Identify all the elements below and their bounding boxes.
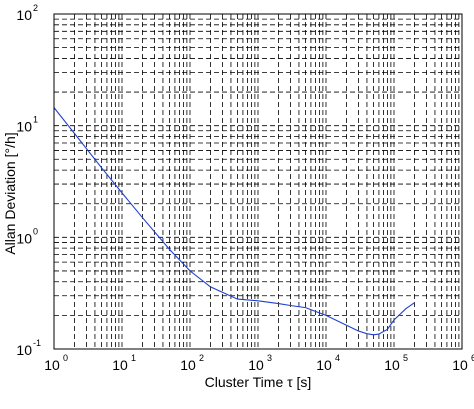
x-tick-label: 10 5 (384, 353, 408, 373)
x-tick-label: 10 4 (316, 353, 340, 373)
x-tick-exponent: 1 (131, 353, 136, 363)
x-tick-exponent: 6 (471, 353, 474, 363)
y-tick-exponent: 0 (33, 226, 38, 236)
x-tick-label: 10 0 (44, 353, 68, 373)
x-tick-exponent: 5 (403, 353, 408, 363)
y-tick-exponent: 1 (33, 115, 38, 125)
x-tick-label: 10 1 (112, 353, 136, 373)
x-tick-exponent: 3 (267, 353, 272, 363)
series-layer (53, 107, 415, 336)
grid (54, 14, 462, 349)
series-line (53, 107, 415, 336)
y-tick-base: 10 (16, 119, 32, 135)
x-tick-exponent: 0 (63, 353, 68, 363)
x-tick-base: 10 (180, 357, 196, 373)
x-axis-label: Cluster Time τ [s] (205, 374, 312, 390)
y-tick-base: 10 (16, 7, 32, 23)
x-tick-base: 10 (452, 357, 468, 373)
x-tick-base: 10 (112, 357, 128, 373)
ticks: 10 0 10 1 10 2 10 3 10 4 10 5 10 610 -110 010 110 2 (16, 3, 474, 373)
y-tick-exponent: 2 (33, 3, 38, 13)
x-tick-base: 10 (44, 357, 60, 373)
x-tick-label: 10 3 (248, 353, 272, 373)
y-tick-base: 10 (16, 230, 32, 246)
y-tick-label: 10 2 (16, 3, 38, 23)
x-tick-label: 10 6 (452, 353, 474, 373)
y-axis-label: Allan Deviation [°/h] (2, 132, 18, 254)
y-tick-label: 10 -1 (16, 338, 41, 358)
plot-frame (53, 13, 463, 350)
x-tick-label: 10 2 (180, 353, 204, 373)
y-tick-exponent: -1 (33, 338, 41, 348)
y-tick-label: 10 1 (16, 115, 38, 135)
x-tick-exponent: 2 (199, 353, 204, 363)
y-tick-label: 10 0 (16, 226, 38, 246)
x-tick-base: 10 (384, 357, 400, 373)
x-tick-base: 10 (248, 357, 264, 373)
y-tick-base: 10 (16, 342, 32, 358)
x-tick-base: 10 (316, 357, 332, 373)
x-tick-exponent: 4 (335, 353, 340, 363)
